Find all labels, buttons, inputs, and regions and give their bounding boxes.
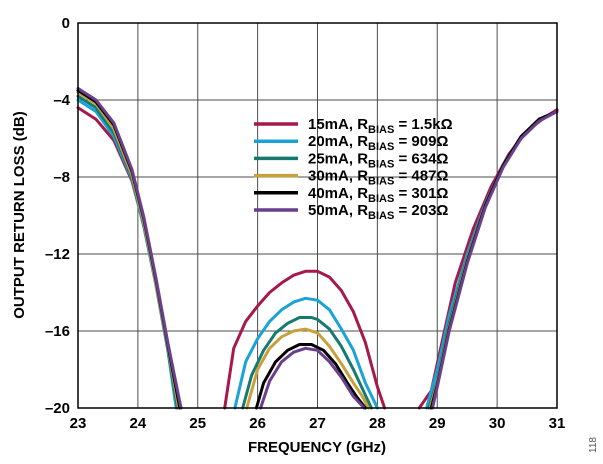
legend-label: 40mA, RBIAS = 301Ω (308, 185, 448, 205)
figure-number: 118 (588, 437, 599, 453)
x-tick-label: 24 (130, 415, 147, 432)
series-line-segment (254, 343, 367, 410)
x-tick-label: 28 (369, 415, 386, 432)
x-tick-label: 29 (429, 415, 446, 432)
y-tick-label: –4 (53, 92, 70, 109)
legend-label: 50mA, RBIAS = 203Ω (308, 202, 448, 222)
y-tick-label: –16 (45, 323, 70, 340)
series-line-segment (259, 346, 366, 410)
x-tick-label: 25 (189, 415, 206, 432)
y-tick-label: –20 (45, 400, 70, 417)
legend-label: 15mA, RBIAS = 1.5kΩ (308, 116, 453, 136)
x-tick-label: 27 (309, 415, 326, 432)
legend-label: 30mA, RBIAS = 487Ω (308, 168, 448, 188)
series-line-segment (76, 86, 183, 410)
x-tick-label: 31 (549, 415, 566, 432)
series-lines (76, 86, 559, 410)
series-line-segment (76, 90, 181, 410)
series-line-segment (76, 88, 182, 410)
x-tick-label: 26 (249, 415, 266, 432)
series-line-segment (76, 94, 179, 410)
legend-label: 25mA, RBIAS = 634Ω (308, 150, 448, 170)
series-line-segment (429, 110, 559, 410)
tick-labels: 23 24 25 26 27 28 29 30 31 0 –4 –8 –12 –16 –20 (45, 15, 565, 432)
x-tick-label: 30 (489, 415, 506, 432)
series-6 (76, 86, 559, 410)
y-tick-label: –8 (53, 169, 70, 186)
legend-label: 20mA, RBIAS = 909Ω (308, 133, 448, 153)
grid (77, 22, 558, 409)
x-axis-title: FREQUENCY (GHz) (248, 439, 386, 456)
x-tick-label: 23 (70, 415, 87, 432)
y-tick-label: 0 (62, 15, 70, 32)
y-tick-label: –12 (45, 246, 70, 263)
series-line-segment (233, 296, 379, 410)
y-axis-title: OUTPUT RETURN LOSS (dB) (11, 111, 28, 319)
plot-frame (77, 22, 558, 409)
series-line-segment (245, 327, 370, 410)
series-line-segment (76, 106, 183, 410)
series-line-segment (431, 110, 559, 410)
series-line-segment (428, 110, 559, 410)
series-line-segment (241, 316, 373, 410)
series-line-segment (223, 269, 387, 410)
